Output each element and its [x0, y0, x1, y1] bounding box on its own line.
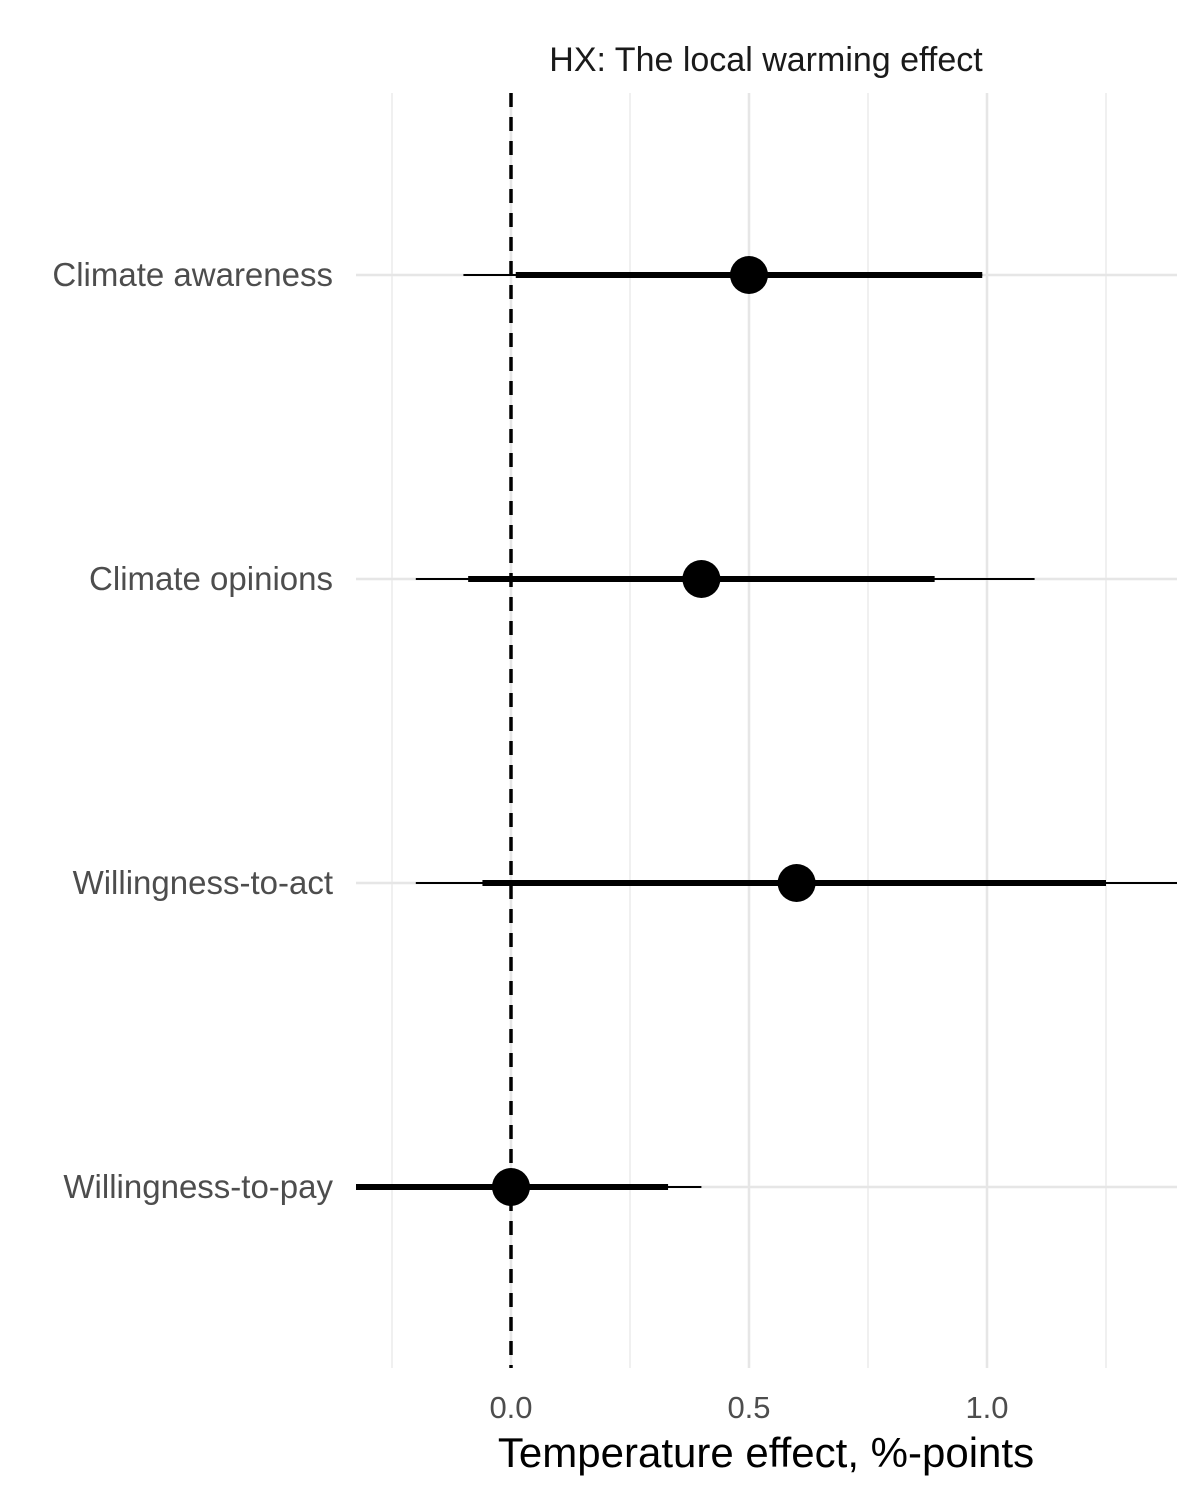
point-estimate	[777, 864, 816, 902]
point-estimate	[682, 560, 721, 598]
grid-layer	[356, 93, 1177, 1368]
chart-title: HX: The local warming effect	[549, 41, 983, 79]
y-tick-label: Willingness-to-act	[73, 864, 333, 901]
interval-layer	[356, 272, 1177, 1190]
y-tick-label: Willingness-to-pay	[63, 1168, 333, 1205]
point-estimate	[492, 1168, 530, 1206]
y-tick-label: Climate opinions	[89, 560, 333, 597]
x-tick-label: 0.5	[727, 1390, 770, 1425]
x-tick-label: 0.0	[489, 1390, 532, 1425]
y-tick-label: Climate awareness	[52, 256, 333, 293]
x-axis-label: Temperature effect, %-points	[498, 1429, 1034, 1476]
point-estimate	[730, 256, 768, 294]
text-layer: HX: The local warming effect Temperature…	[52, 41, 1034, 1476]
point-layer	[492, 256, 816, 1206]
x-tick-label: 1.0	[965, 1390, 1008, 1425]
